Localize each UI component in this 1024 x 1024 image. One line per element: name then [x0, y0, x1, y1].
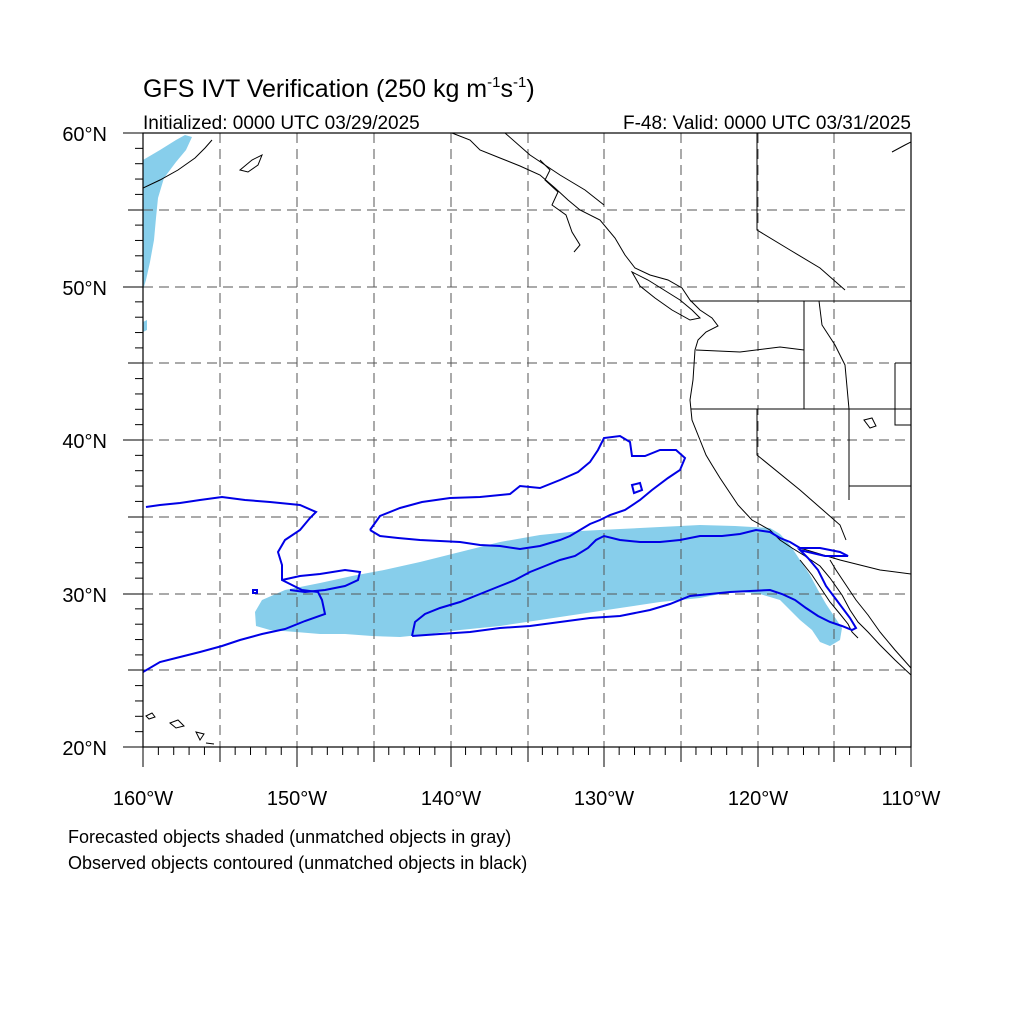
state-border-wyoming — [894, 362, 911, 426]
valid-time-label: F-48: Valid: 0000 UTC 03/31/2025 — [623, 113, 911, 134]
lon-label-160w: 160°W — [113, 788, 173, 810]
coast-fragment-ne — [891, 141, 911, 153]
axis-ticks — [123, 132, 912, 767]
lon-label-140w: 140°W — [421, 788, 481, 810]
observed-object-south-band — [411, 528, 858, 637]
forecast-objects — [143, 135, 842, 646]
state-border-wa-or — [695, 346, 805, 353]
title-main: GFS IVT Verification (250 kg m — [143, 75, 487, 103]
lat-tick-labels: 20°N 30°N 40°N 50°N 60°N — [62, 124, 107, 760]
forecast-legend-note: Forecasted objects shaded (unmatched obj… — [68, 827, 511, 847]
vancouver-island — [630, 270, 702, 321]
alaska-canada-border — [504, 133, 605, 206]
map-title: GFS IVT Verification (250 kg m-1s-1) — [143, 74, 535, 103]
alaska-island-fragment — [238, 153, 263, 173]
canada-province-border — [756, 133, 846, 291]
hawaii-islands — [145, 712, 215, 745]
observed-legend-note: Observed objects contoured (unmatched ob… — [68, 853, 527, 873]
title-close: ) — [526, 75, 534, 103]
bottom-minor-ticks — [157, 747, 897, 755]
baja-california-gulf-side — [829, 559, 911, 669]
observed-object-small-loop — [630, 481, 644, 495]
lon-label-150w: 150°W — [267, 788, 327, 810]
coastlines — [143, 133, 911, 745]
graticule — [143, 133, 911, 747]
lat-label-40n: 40°N — [62, 431, 107, 453]
alaska-islands — [539, 159, 581, 253]
lon-tick-labels: 160°W 150°W 140°W 130°W 120°W 110°W — [113, 788, 941, 810]
forecast-object-fragment — [143, 320, 147, 332]
west-coast-coastline — [451, 133, 911, 676]
forecast-object-northwest — [143, 135, 192, 290]
title-mid: s — [500, 75, 513, 103]
forecast-object-main-band — [255, 525, 842, 646]
title-exp1: -1 — [487, 74, 500, 91]
lon-label-130w: 130°W — [574, 788, 634, 810]
state-border-ca-nv — [756, 409, 847, 541]
lat-label-20n: 20°N — [62, 738, 107, 760]
lat-label-60n: 60°N — [62, 124, 107, 146]
lon-label-120w: 120°W — [728, 788, 788, 810]
lake-fragment — [863, 417, 877, 429]
observed-objects — [143, 434, 858, 673]
lat-label-30n: 30°N — [62, 585, 107, 607]
title-exp2: -1 — [513, 74, 526, 91]
lon-label-110w: 110°W — [882, 788, 941, 810]
observed-object-inner-loop — [281, 568, 362, 594]
lat-label-50n: 50°N — [62, 278, 107, 300]
left-minor-ticks — [135, 147, 143, 733]
init-time-label: Initialized: 0000 UTC 03/29/2025 — [143, 113, 420, 134]
alaska-coast — [143, 139, 213, 189]
state-border-montana — [818, 300, 850, 410]
observed-object-dot — [252, 589, 258, 594]
